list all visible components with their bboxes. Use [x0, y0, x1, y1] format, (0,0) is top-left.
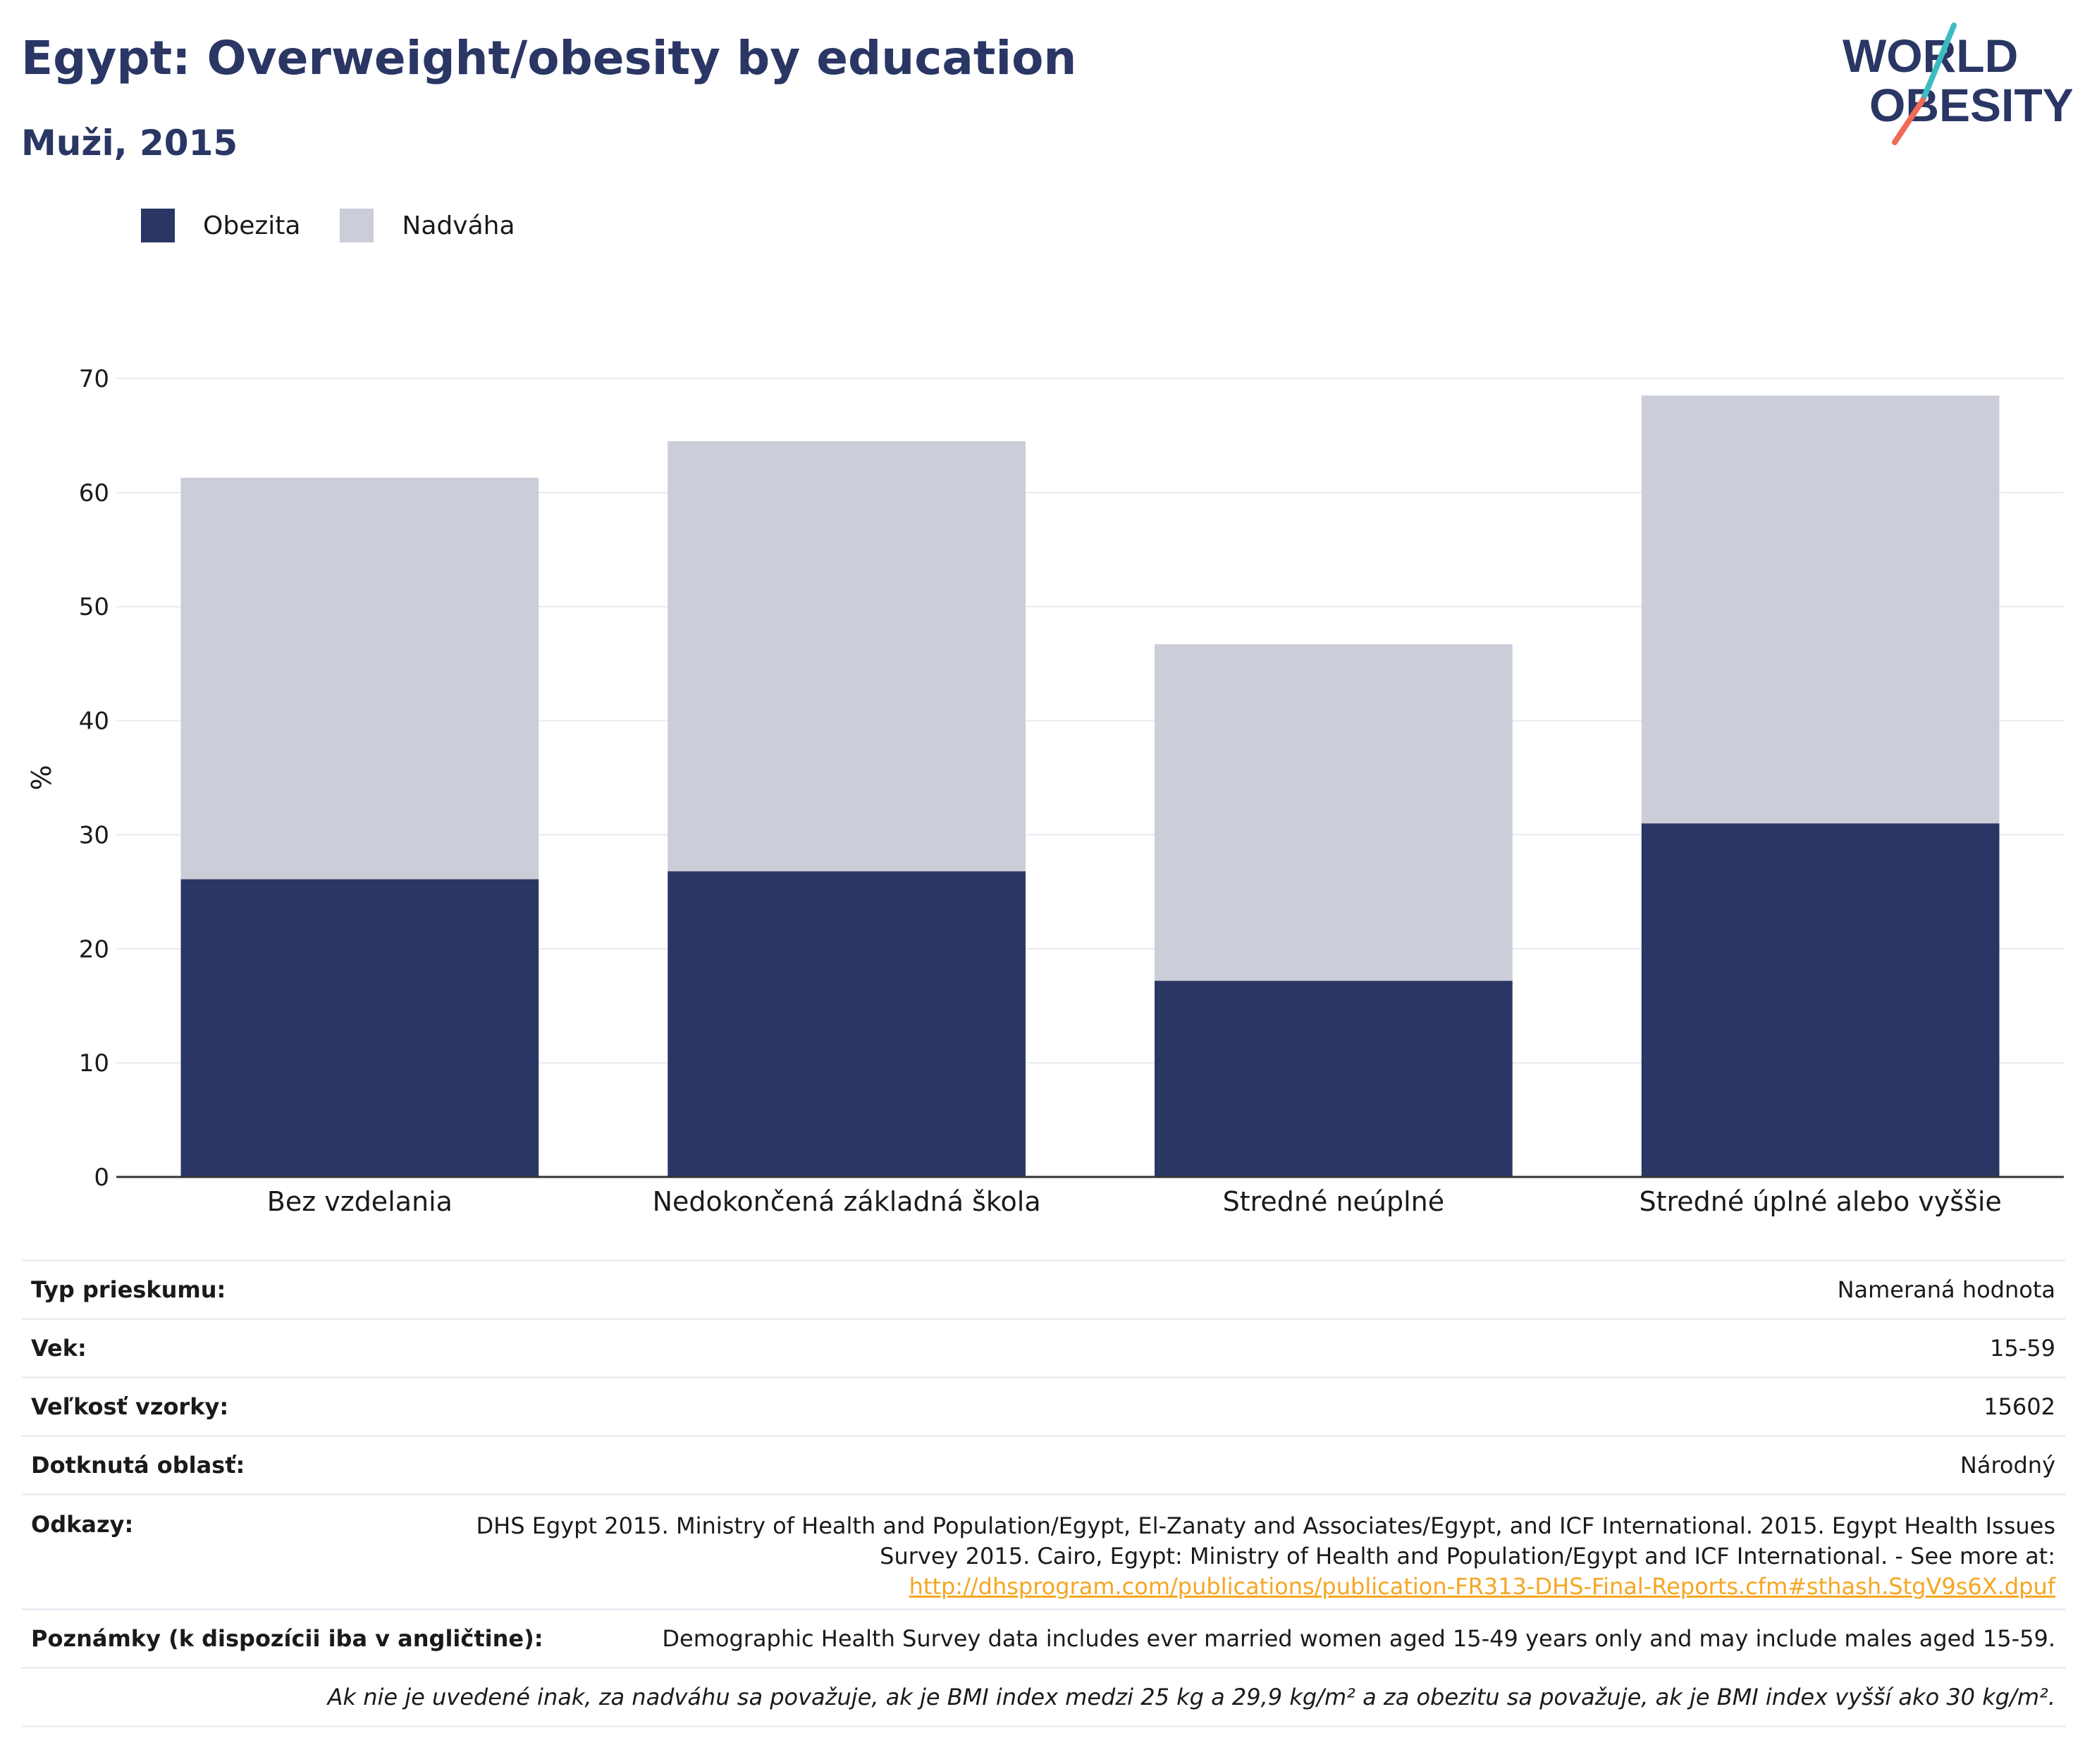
x-tick-label: Bez vzdelania	[267, 1186, 453, 1217]
bar-overweight	[668, 441, 1026, 872]
bar-obesity	[1155, 980, 1513, 1177]
bmi-footnote: Ak nie je uvedené inak, za nadváhu sa po…	[327, 1684, 2055, 1710]
bar-chart: 0 10 20 30 40 50 60 70% Bez vzdelania Nedokončená…	[26, 365, 2064, 1217]
area-value: Národný	[1960, 1452, 2055, 1479]
info-row-survey-type: Typ prieskumu: Nameraná hodnota	[21, 1259, 2065, 1318]
references-text: DHS Egypt 2015. Ministry of Health and P…	[476, 1512, 2055, 1569]
references-label: Odkazy:	[31, 1511, 134, 1538]
y-tick-label: 50	[79, 593, 109, 622]
bar-overweight	[1641, 395, 2000, 824]
bar-obesity	[1641, 823, 2000, 1177]
logo-slash-coral	[1892, 97, 1926, 145]
x-tick-label: Stredné úplné alebo vyššie	[1639, 1186, 2001, 1217]
info-row-sample-size: Veľkosť vzorky: 15602	[21, 1376, 2065, 1435]
age-value: 15-59	[1990, 1335, 2055, 1362]
y-tick-label: 60	[79, 479, 109, 507]
logo-line-1: WORLD	[1843, 30, 2018, 82]
y-tick-label: 20	[79, 935, 109, 963]
info-row-area: Dotknutá oblasť: Národný	[21, 1435, 2065, 1493]
legend-label-obesity: Obezita	[203, 211, 301, 240]
logo-slash-teal	[1920, 23, 1957, 103]
bar-obesity	[668, 871, 1026, 1177]
sample-size-value: 15602	[1983, 1393, 2055, 1420]
bar-overweight	[1155, 644, 1513, 981]
age-label: Vek:	[31, 1335, 87, 1362]
x-tick-label: Stredné neúplné	[1223, 1186, 1445, 1217]
x-tick-label: Nedokončená základná škola	[653, 1186, 1041, 1217]
legend-swatch-overweight	[340, 209, 374, 242]
world-obesity-logo: WORLD OBESITY	[1843, 23, 2072, 145]
references-link[interactable]: http://dhsprogram.com/publications/publi…	[909, 1573, 2055, 1600]
legend-item-overweight: Nadváha	[340, 209, 515, 242]
y-tick-label: 30	[79, 821, 109, 849]
survey-type-label: Typ prieskumu:	[31, 1276, 226, 1303]
info-row-footnote: Ak nie je uvedené inak, za nadváhu sa po…	[21, 1667, 2065, 1727]
bar-obesity	[180, 879, 539, 1177]
y-tick-label: 40	[79, 708, 109, 736]
notes-value: Demographic Health Survey data includes …	[662, 1625, 2055, 1652]
chart-subtitle: Muži, 2015	[21, 123, 238, 164]
bar-overweight	[180, 477, 539, 880]
chart-legend: Obezita Nadváha	[141, 209, 555, 242]
legend-item-obesity: Obezita	[141, 209, 300, 242]
info-row-age: Vek: 15-59	[21, 1318, 2065, 1376]
legend-label-overweight: Nadváha	[402, 211, 515, 240]
info-row-references: Odkazy: DHS Egypt 2015. Ministry of Heal…	[21, 1493, 2065, 1608]
sample-size-label: Veľkosť vzorky:	[31, 1393, 229, 1420]
survey-type-value: Nameraná hodnota	[1837, 1276, 2055, 1303]
info-row-notes: Poznámky (k dispozícii iba v angličtine)…	[21, 1608, 2065, 1667]
survey-info-table: Typ prieskumu: Nameraná hodnota Vek: 15-…	[21, 1259, 2065, 1727]
logo-line-2: OBESITY	[1869, 79, 2072, 131]
legend-swatch-obesity	[141, 209, 175, 242]
y-tick-label: 10	[79, 1049, 109, 1078]
y-axis-title: %	[26, 765, 57, 790]
y-tick-label: 0	[94, 1164, 109, 1192]
chart-title: Egypt: Overweight/obesity by education	[21, 31, 1077, 85]
notes-label: Poznámky (k dispozícii iba v angličtine)…	[31, 1625, 543, 1652]
area-label: Dotknutá oblasť:	[31, 1452, 245, 1479]
y-tick-label: 70	[79, 365, 109, 393]
references-value: DHS Egypt 2015. Ministry of Health and P…	[434, 1511, 2055, 1602]
